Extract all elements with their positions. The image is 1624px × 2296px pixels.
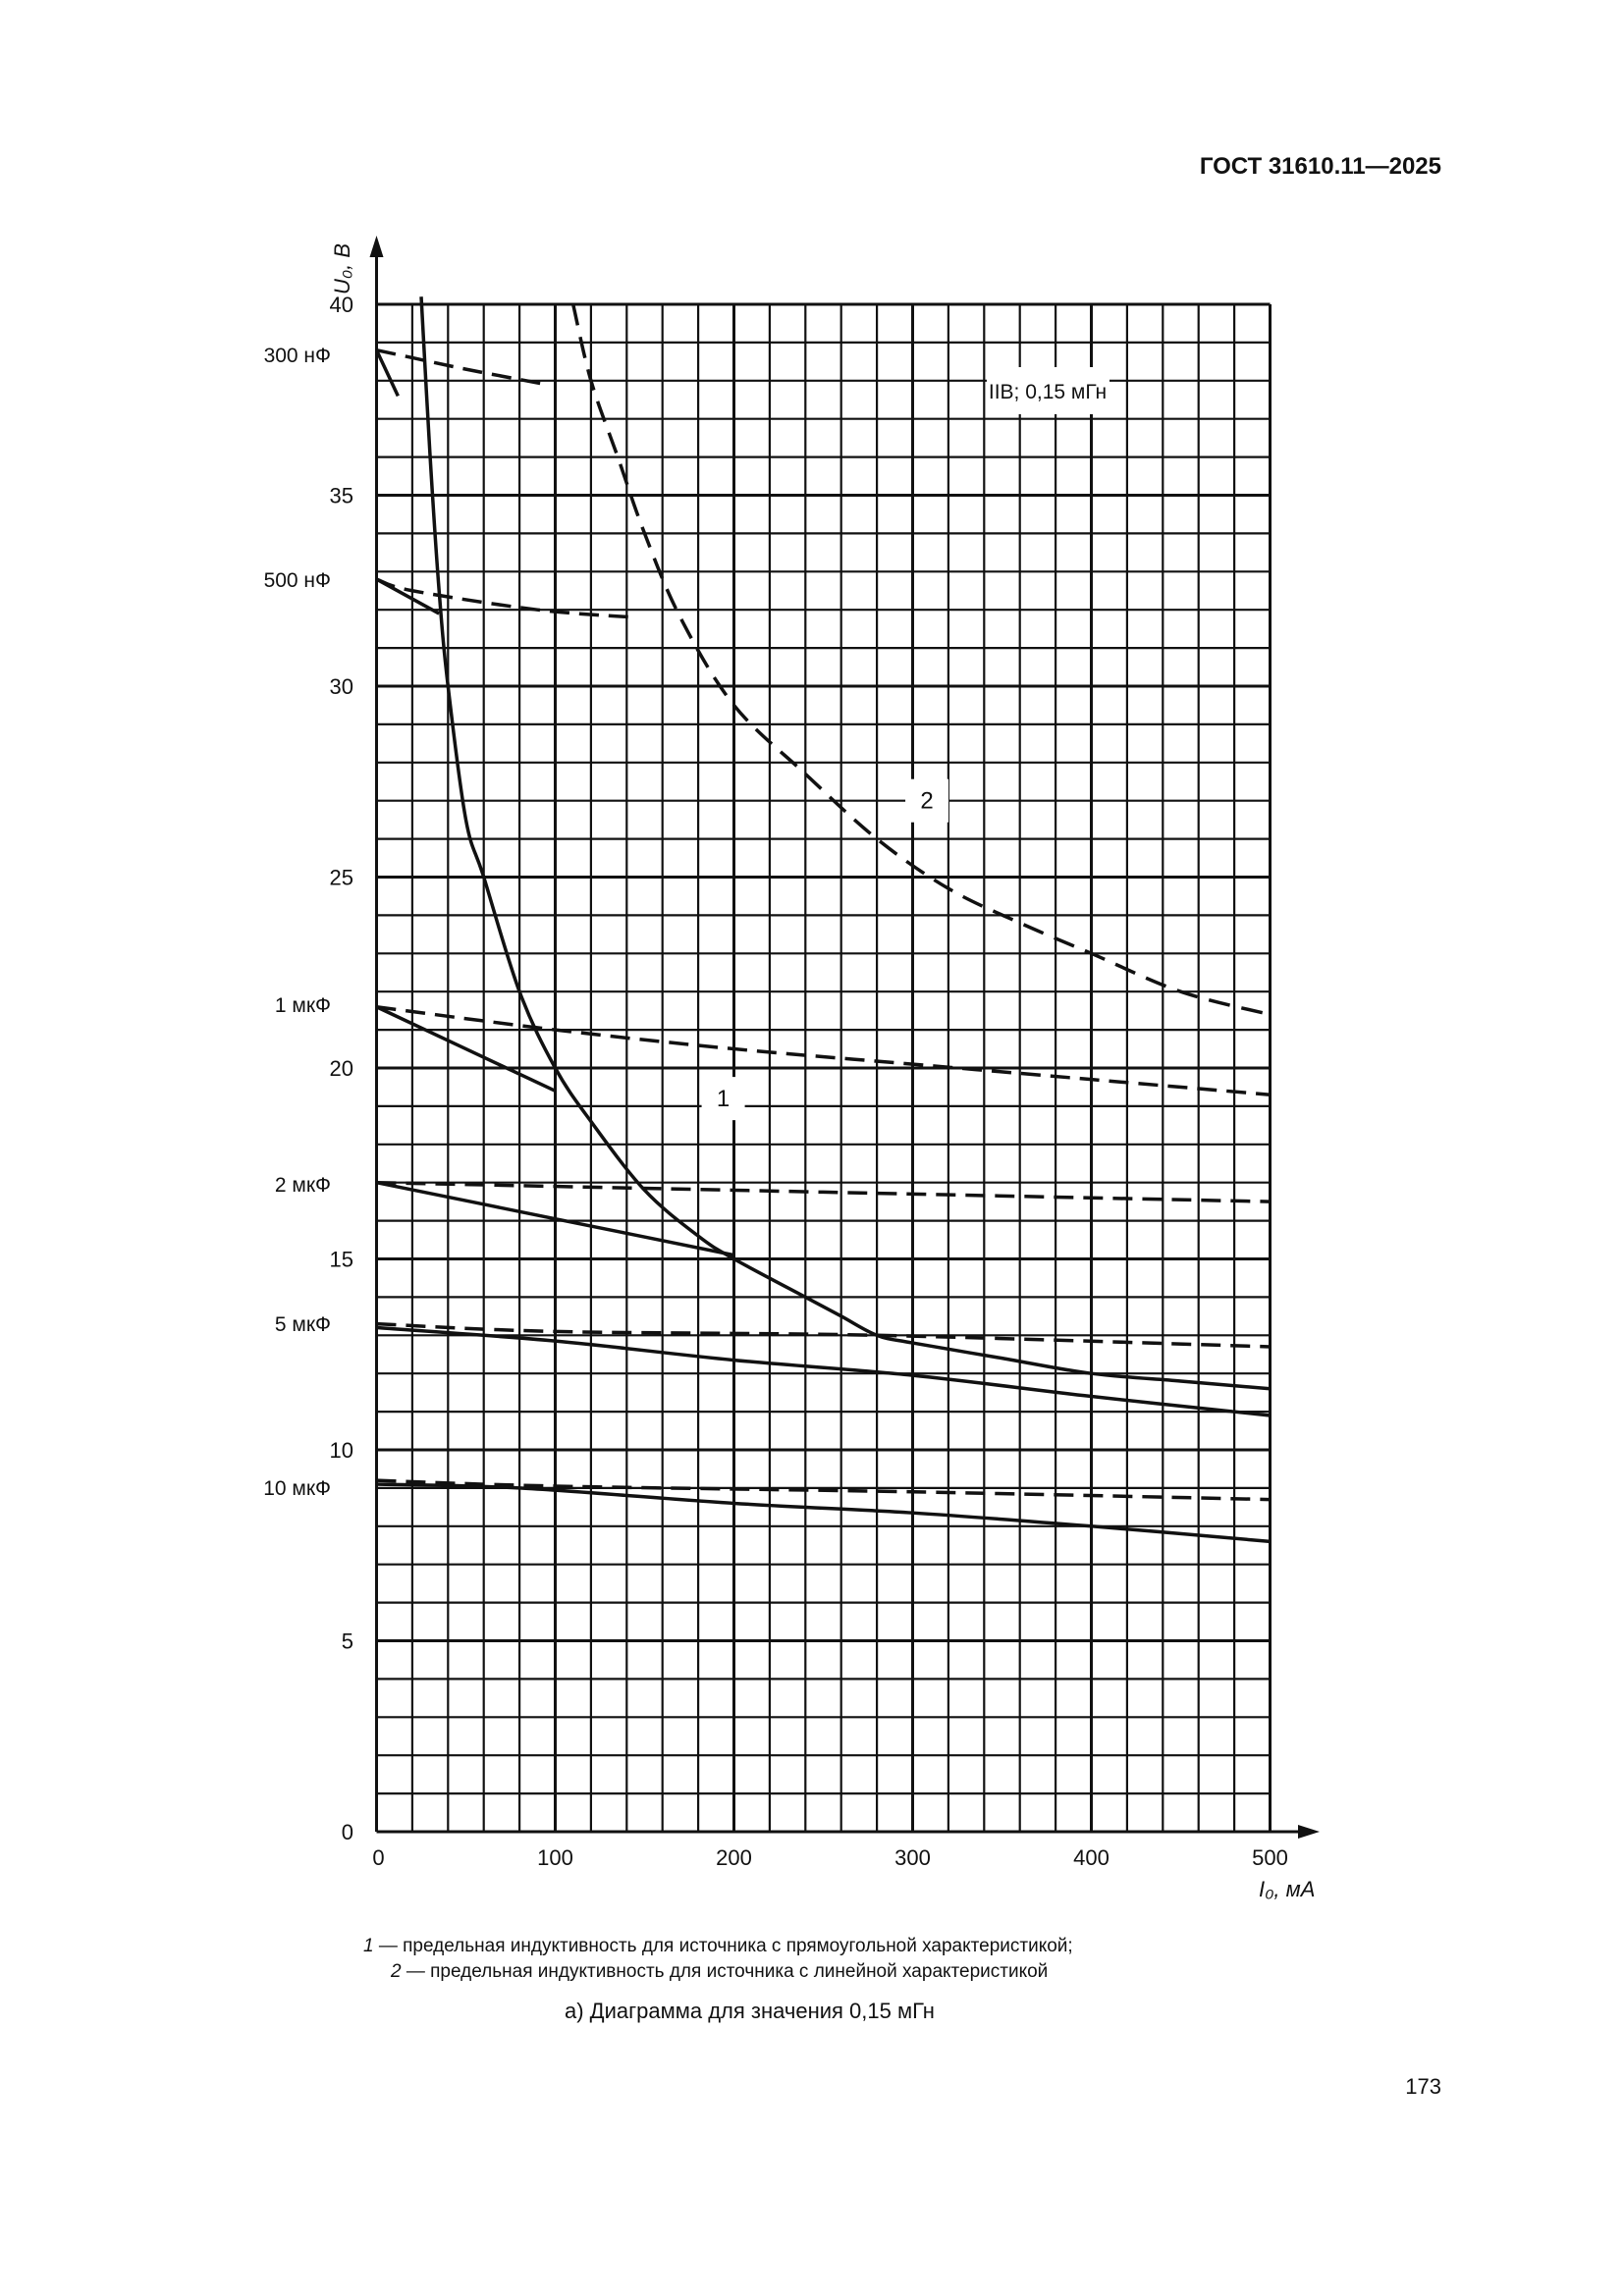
y-axis-label: U₀, В [330,243,354,294]
capacitance-curve-dashed [376,1478,1271,1502]
capacitance-curve-dashed [376,1005,1271,1096]
curves [374,296,1271,1544]
axes [369,236,1320,1839]
capacitance-label: 10 мкФ [263,1477,331,1500]
y-tick-label: 15 [330,1248,353,1272]
capacitance-curve-solid [375,577,441,615]
series-1-curve [419,296,1271,1391]
capacitance-curve-solid [374,348,400,398]
y-tick-label: 30 [330,674,353,699]
capacitance-curve-dashed [376,1180,1271,1203]
capacitance-label: 2 мкФ [275,1174,331,1197]
legend-number: 1 [363,1936,374,1956]
figure-caption: а) Диаграмма для значения 0,15 мГн [565,1999,935,2023]
capacitance-curve-solid [376,1482,1271,1544]
x-tick-label: 300 [894,1845,931,1870]
y-tick-label: 40 [330,293,353,317]
y-tick-label: 25 [330,866,353,890]
x-tick-label: 400 [1073,1845,1110,1870]
y-axis-arrow-icon [369,236,384,257]
grid [375,302,1272,1834]
curve-label: 2 [920,788,933,815]
annotation-box [987,367,1110,414]
capacitance-curve-dashed [376,347,547,387]
capacitance-curve-dashed [376,1321,1271,1349]
series-2-curve [570,303,1271,1017]
capacitance-curve-solid [376,1325,1271,1417]
capacitance-curve-solid [376,1180,734,1257]
capacitance-label: 500 нФ [264,569,331,592]
legend-text: — предельная индуктивность для источника… [401,1961,1049,1982]
x-axis-label: I₀, мА [1259,1877,1315,1901]
legend-item-2: 2 — предельная индуктивность для источни… [391,1961,1048,1983]
annotation-text: IIB; 0,15 мГн [989,381,1107,403]
y-tick-label: 0 [342,1820,353,1844]
x-tick-label: 0 [372,1845,384,1870]
capacitance-label: 1 мкФ [275,994,331,1017]
capacitance-label: 5 мкФ [275,1313,331,1336]
legend-item-1: 1 — предельная индуктивность для источни… [363,1936,1073,1957]
legend-text: — предельная индуктивность для источника… [373,1936,1073,1956]
capacitance-curve-solid [375,1005,557,1093]
curve-label-bg [701,1077,745,1121]
capacitance-curve-dashed [375,577,636,619]
document-header: ГОСТ 31610.11—2025 [1199,153,1441,180]
curve-label: 1 [717,1086,730,1112]
curve-label-bg [905,778,949,823]
y-tick-label: 5 [342,1629,353,1654]
x-tick-label: 500 [1252,1845,1288,1870]
y-tick-label: 10 [330,1438,353,1463]
y-tick-label: 20 [330,1056,353,1081]
page-number: 173 [1405,2074,1441,2099]
x-tick-label: 200 [716,1845,752,1870]
y-tick-label: 35 [330,484,353,508]
legend-number: 2 [391,1961,402,1982]
capacitance-label: 300 нФ [264,345,331,367]
x-axis-arrow-icon [1298,1825,1320,1839]
x-tick-label: 100 [537,1845,573,1870]
